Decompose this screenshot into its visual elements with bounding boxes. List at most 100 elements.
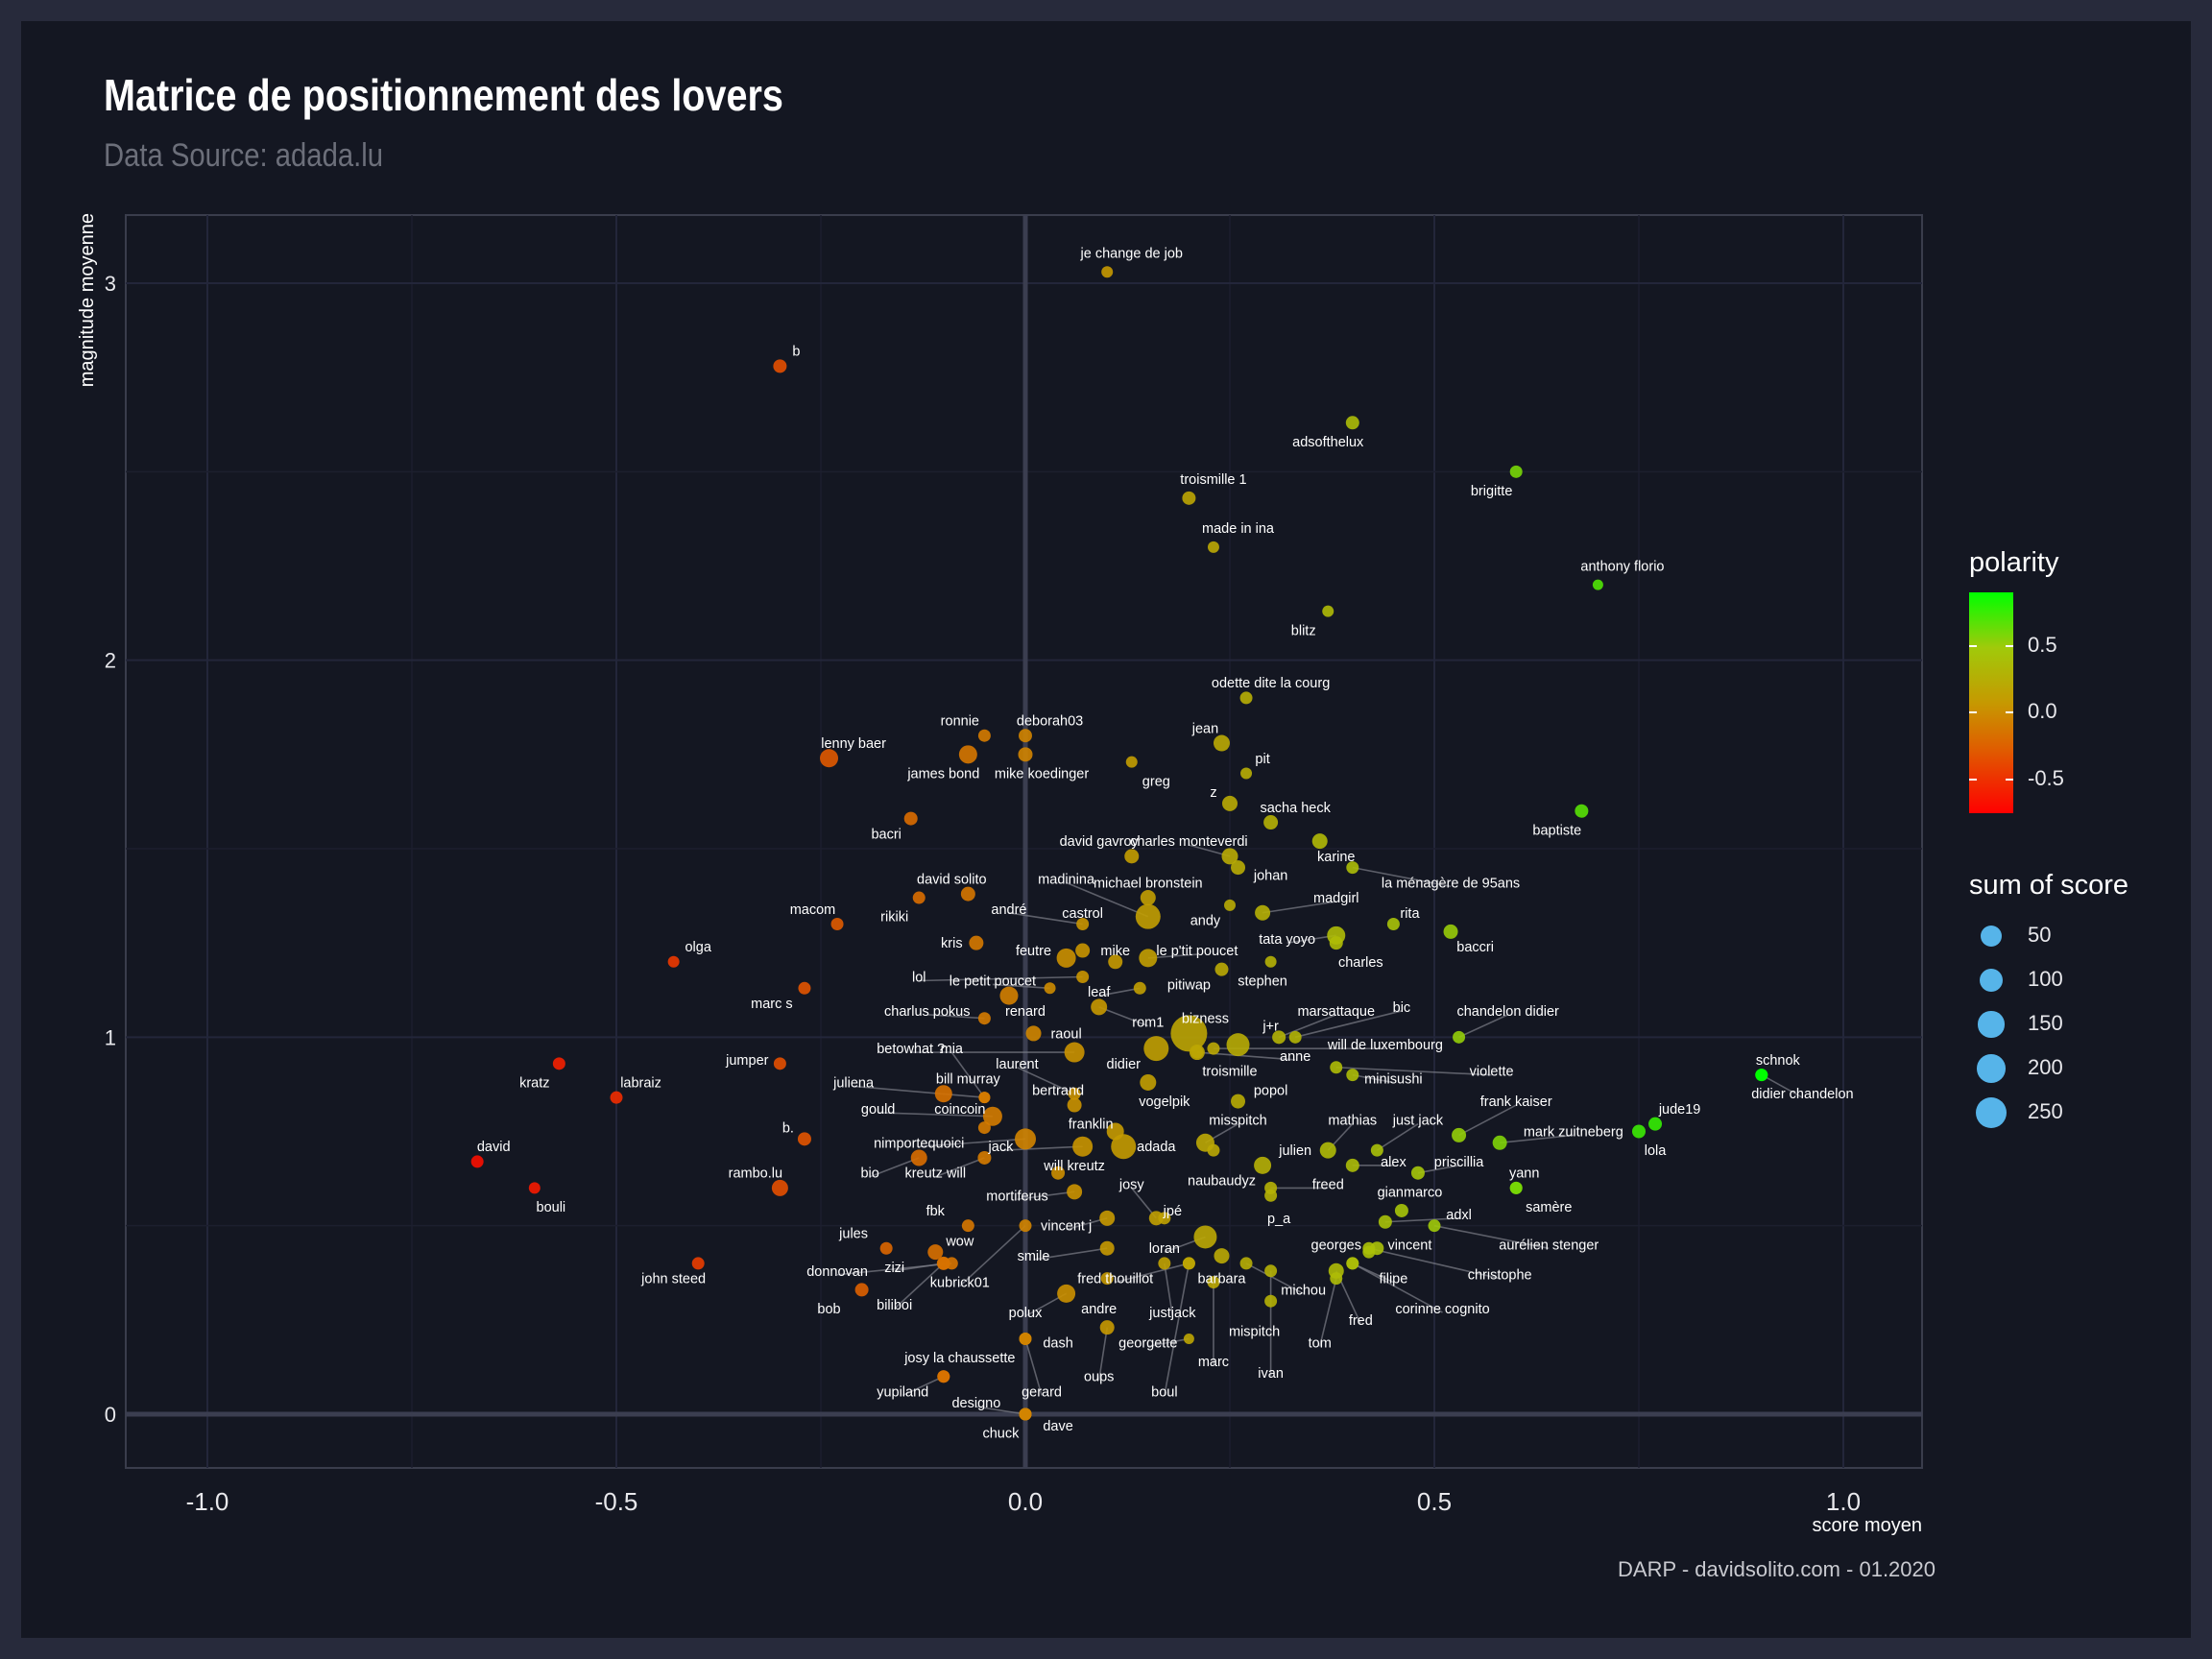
point-label: james bond [906, 766, 979, 781]
point-label: adxl [1446, 1208, 1472, 1223]
data-point [1378, 1214, 1392, 1229]
caption: DARP - davidsolito.com - 01.2020 [1618, 1557, 1936, 1581]
point-label: betowhat ? [877, 1042, 945, 1057]
y-tick-label: 2 [105, 649, 116, 673]
data-point [610, 1091, 623, 1104]
data-point [1207, 1276, 1220, 1289]
point-label: bouli [537, 1200, 566, 1215]
data-point [1346, 1257, 1359, 1270]
point-label: nimportequoici [874, 1136, 964, 1151]
point-label: troismille [1202, 1065, 1257, 1080]
data-point [1158, 1212, 1171, 1225]
size-legend-label: 100 [2028, 967, 2063, 991]
point-label: mia [941, 1042, 964, 1057]
leader-line [1097, 1327, 1108, 1381]
data-point [1158, 1257, 1171, 1270]
data-point [1056, 948, 1076, 968]
data-point [1492, 1135, 1507, 1150]
point-label: barbara [1197, 1272, 1246, 1287]
point-label: jules [838, 1227, 868, 1242]
leader-line [926, 1014, 985, 1020]
size-legend-circle [1977, 1054, 2006, 1083]
data-point [1222, 795, 1238, 811]
point-label: priscillia [1434, 1155, 1485, 1170]
point-label: fbk [926, 1204, 946, 1219]
data-point [1015, 1128, 1036, 1150]
leader-line [950, 1051, 986, 1098]
leader-line [1017, 1190, 1075, 1201]
leader-line [1164, 1262, 1174, 1317]
leader-line [1098, 1006, 1149, 1027]
point-label: michael bronstein [1094, 876, 1203, 891]
x-tick-label: 0.5 [1417, 1487, 1452, 1516]
data-point [1509, 465, 1523, 478]
point-label: rom1 [1132, 1016, 1164, 1031]
point-label: brigitte [1471, 484, 1513, 499]
leader-line [975, 1406, 1026, 1415]
point-label: madinina [1038, 872, 1095, 887]
point-label: didier chandelon [1751, 1087, 1853, 1102]
point-label: mortiferus [986, 1189, 1047, 1204]
point-label: laurent [996, 1057, 1038, 1072]
data-point [1057, 1284, 1076, 1303]
size-legend-circle [1979, 968, 2004, 993]
y-tick-label: 3 [105, 272, 116, 296]
data-point [977, 1150, 992, 1165]
data-point [820, 749, 839, 768]
point-label: gianmarco [1378, 1185, 1443, 1200]
point-label: smile [1018, 1249, 1050, 1264]
point-label: bizness [1182, 1012, 1229, 1027]
data-point [1264, 1189, 1278, 1202]
data-point [1183, 1333, 1194, 1344]
data-point [1133, 981, 1146, 995]
point-label: ronnie [941, 713, 979, 729]
point-label: sacha heck [1260, 801, 1331, 816]
point-label: boul [1151, 1384, 1177, 1400]
point-label: jack [988, 1140, 1015, 1155]
data-point [1239, 1257, 1253, 1270]
data-point [1139, 949, 1158, 968]
data-point [977, 729, 991, 742]
point-label: adada [1137, 1140, 1176, 1155]
x-tick-label: -1.0 [186, 1487, 229, 1516]
data-point [1755, 1069, 1768, 1082]
point-label: andré [991, 902, 1026, 918]
data-point [977, 1121, 991, 1135]
point-label: just jack [1392, 1114, 1444, 1129]
point-label: mike [1100, 944, 1130, 959]
size-legend-label: 50 [2028, 923, 2052, 947]
data-point [1221, 848, 1238, 865]
data-point [982, 1106, 1002, 1126]
point-label: naubaudyz [1188, 1174, 1256, 1190]
polarity-tick [2006, 779, 2013, 781]
data-point [552, 1057, 565, 1070]
point-label: rita [1400, 906, 1420, 922]
data-point [977, 1012, 991, 1025]
point-label: georges [1311, 1238, 1361, 1253]
data-point [1226, 1033, 1250, 1057]
point-label: rambo.lu [729, 1166, 782, 1182]
point-label: olga [685, 940, 711, 955]
point-label: tom [1309, 1335, 1332, 1351]
data-point [1394, 1203, 1408, 1217]
point-label: madgirl [1313, 891, 1359, 906]
point-label: p_a [1267, 1212, 1291, 1227]
data-point [1108, 954, 1123, 970]
leader-line [1352, 1262, 1443, 1313]
x-tick-label: 1.0 [1826, 1487, 1861, 1516]
point-label: kubrick01 [930, 1276, 990, 1291]
point-label: anne [1280, 1049, 1310, 1065]
leader-line [1164, 1262, 1190, 1396]
point-label: wow [945, 1234, 974, 1249]
point-label: fred thouillot [1077, 1272, 1153, 1287]
data-point [1076, 918, 1090, 931]
point-label: baptiste [1532, 823, 1581, 838]
leader-line [1008, 912, 1083, 926]
data-point [771, 1179, 788, 1196]
data-point [1019, 1407, 1032, 1421]
data-point [1051, 1166, 1066, 1180]
data-point [1362, 1241, 1376, 1255]
polarity-legend-label: 0.5 [2028, 632, 2057, 657]
point-label: schnok [1756, 1053, 1801, 1069]
data-point [927, 1244, 944, 1261]
